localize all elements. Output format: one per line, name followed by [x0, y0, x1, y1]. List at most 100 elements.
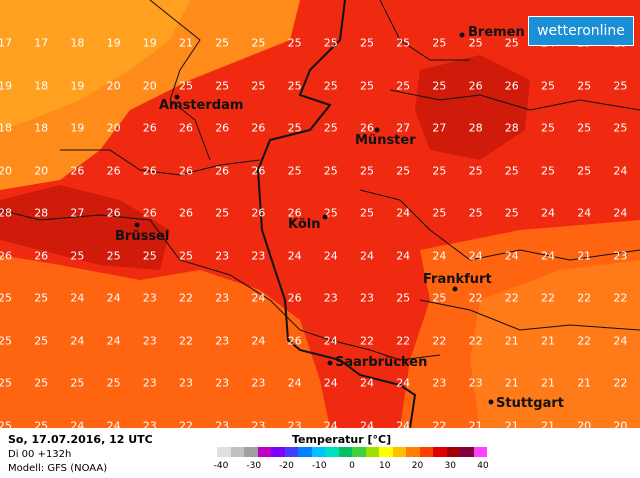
- temperature-value: 22: [360, 334, 374, 347]
- temperature-value: 22: [179, 419, 193, 428]
- temperature-value: 25: [468, 206, 483, 220]
- temperature-value: 26: [287, 334, 302, 347]
- temperature-value: 28: [34, 206, 49, 220]
- temperature-value: 24: [613, 164, 628, 177]
- temperature-value: 23: [215, 419, 230, 428]
- temperature-value: 27: [70, 206, 85, 220]
- temperature-value: 25: [468, 36, 483, 50]
- temperature-value: 21: [577, 249, 592, 262]
- legend-ticks: -40 -30 -20 -10 0 10 20 30 40: [213, 461, 489, 473]
- temperature-value: 25: [287, 79, 302, 92]
- temperature-value: 23: [142, 291, 157, 305]
- temperature-value: 23: [142, 419, 157, 428]
- temperature-value: 22: [541, 291, 555, 305]
- city-marker: [134, 222, 140, 228]
- temperature-value: 25: [142, 249, 157, 262]
- forecast-date: So, 17.07.2016, 12 UTC: [8, 433, 153, 446]
- temperature-value: 27: [396, 121, 411, 135]
- legend-swatch: [338, 447, 352, 457]
- temperature-value: 25: [0, 376, 12, 390]
- legend-swatch: [460, 447, 474, 457]
- legend-swatch: [217, 447, 231, 457]
- legend-tick: 30: [444, 461, 456, 471]
- temperature-value: 24: [613, 334, 628, 347]
- legend-tick: 40: [477, 461, 489, 471]
- temperature-value: 24: [468, 249, 483, 262]
- temperature-value: 23: [613, 249, 628, 262]
- temperature-value: 24: [287, 249, 302, 262]
- temperature-value: 25: [215, 36, 230, 50]
- temperature-value: 25: [34, 419, 49, 428]
- temperature-value: 25: [323, 164, 338, 177]
- temperature-value: 26: [251, 206, 266, 220]
- temperature-value: 24: [613, 206, 628, 220]
- temperature-value: 23: [251, 376, 266, 390]
- temperature-value: 25: [504, 206, 519, 220]
- temperature-value: 25: [577, 121, 592, 135]
- legend-swatch: [244, 447, 258, 457]
- temperature-value: 25: [215, 206, 230, 220]
- temperature-value: 19: [0, 79, 12, 92]
- legend-swatch: [392, 447, 406, 457]
- temperature-value: 25: [541, 121, 555, 135]
- temperature-value: 25: [179, 249, 193, 262]
- temperature-value: 24: [323, 419, 338, 428]
- temperature-value: 24: [70, 291, 85, 305]
- temperature-value: 25: [396, 36, 411, 50]
- legend-swatch: [352, 447, 366, 457]
- temperature-value: 25: [432, 79, 447, 92]
- legend-swatch: [230, 447, 244, 457]
- temperature-value: 25: [0, 334, 12, 347]
- footer: So, 17.07.2016, 12 UTC Di 00 +132h Model…: [0, 428, 640, 478]
- temperature-value: 24: [396, 419, 411, 428]
- temperature-value: 26: [142, 164, 157, 177]
- temperature-value: 24: [106, 419, 121, 428]
- temperature-value: 25: [0, 291, 12, 305]
- temperature-value: 25: [215, 79, 230, 92]
- temperature-value: 24: [541, 206, 555, 220]
- temperature-value: 22: [468, 334, 483, 347]
- temperature-value: 25: [577, 79, 592, 92]
- temperature-value: 21: [468, 419, 483, 428]
- legend-swatch: [419, 447, 433, 457]
- temperature-value: 25: [251, 79, 266, 92]
- temperature-value: 22: [613, 376, 628, 390]
- temperature-value: 24: [70, 334, 85, 347]
- city-label: Frankfurt: [423, 272, 492, 287]
- temperature-value: 22: [613, 291, 628, 305]
- city-label: Amsterdam: [159, 98, 244, 113]
- temperature-value: 26: [106, 206, 121, 220]
- legend-swatch: [257, 447, 271, 457]
- temperature-value: 25: [106, 376, 121, 390]
- temperature-value: 20: [613, 419, 628, 428]
- temperature-value: 17: [0, 36, 12, 50]
- city-label: Saarbrücken: [335, 355, 428, 370]
- legend-tick: -40: [213, 461, 229, 471]
- legend-swatch: [406, 447, 420, 457]
- temperature-value: 26: [34, 249, 49, 262]
- temperature-value: 24: [504, 249, 519, 262]
- legend-tick: -30: [246, 461, 262, 471]
- wetteronline-logo[interactable]: wetteronline: [528, 16, 634, 46]
- model-name: Modell: GFS (NOAA): [8, 463, 108, 474]
- city-label: Köln: [288, 217, 321, 232]
- legend-swatch: [365, 447, 379, 457]
- temperature-value: 24: [106, 291, 121, 305]
- temperature-value: 19: [142, 36, 157, 50]
- temperature-value: 24: [360, 249, 374, 262]
- city-marker: [327, 360, 333, 366]
- temperature-value: 18: [34, 79, 49, 92]
- temperature-value: 25: [432, 164, 447, 177]
- temperature-value: 25: [0, 419, 12, 428]
- temperature-value: 22: [468, 291, 483, 305]
- temperature-value: 25: [106, 249, 121, 262]
- temperature-value: 25: [34, 291, 49, 305]
- temperature-value: 23: [142, 376, 157, 390]
- temperature-value: 27: [432, 121, 447, 135]
- temperature-value: 25: [323, 79, 338, 92]
- temperature-value: 19: [70, 79, 85, 92]
- temperature-value: 26: [287, 291, 302, 305]
- temperature-value: 25: [577, 164, 592, 177]
- temperature-value: 23: [468, 376, 483, 390]
- temperature-value: 25: [432, 206, 447, 220]
